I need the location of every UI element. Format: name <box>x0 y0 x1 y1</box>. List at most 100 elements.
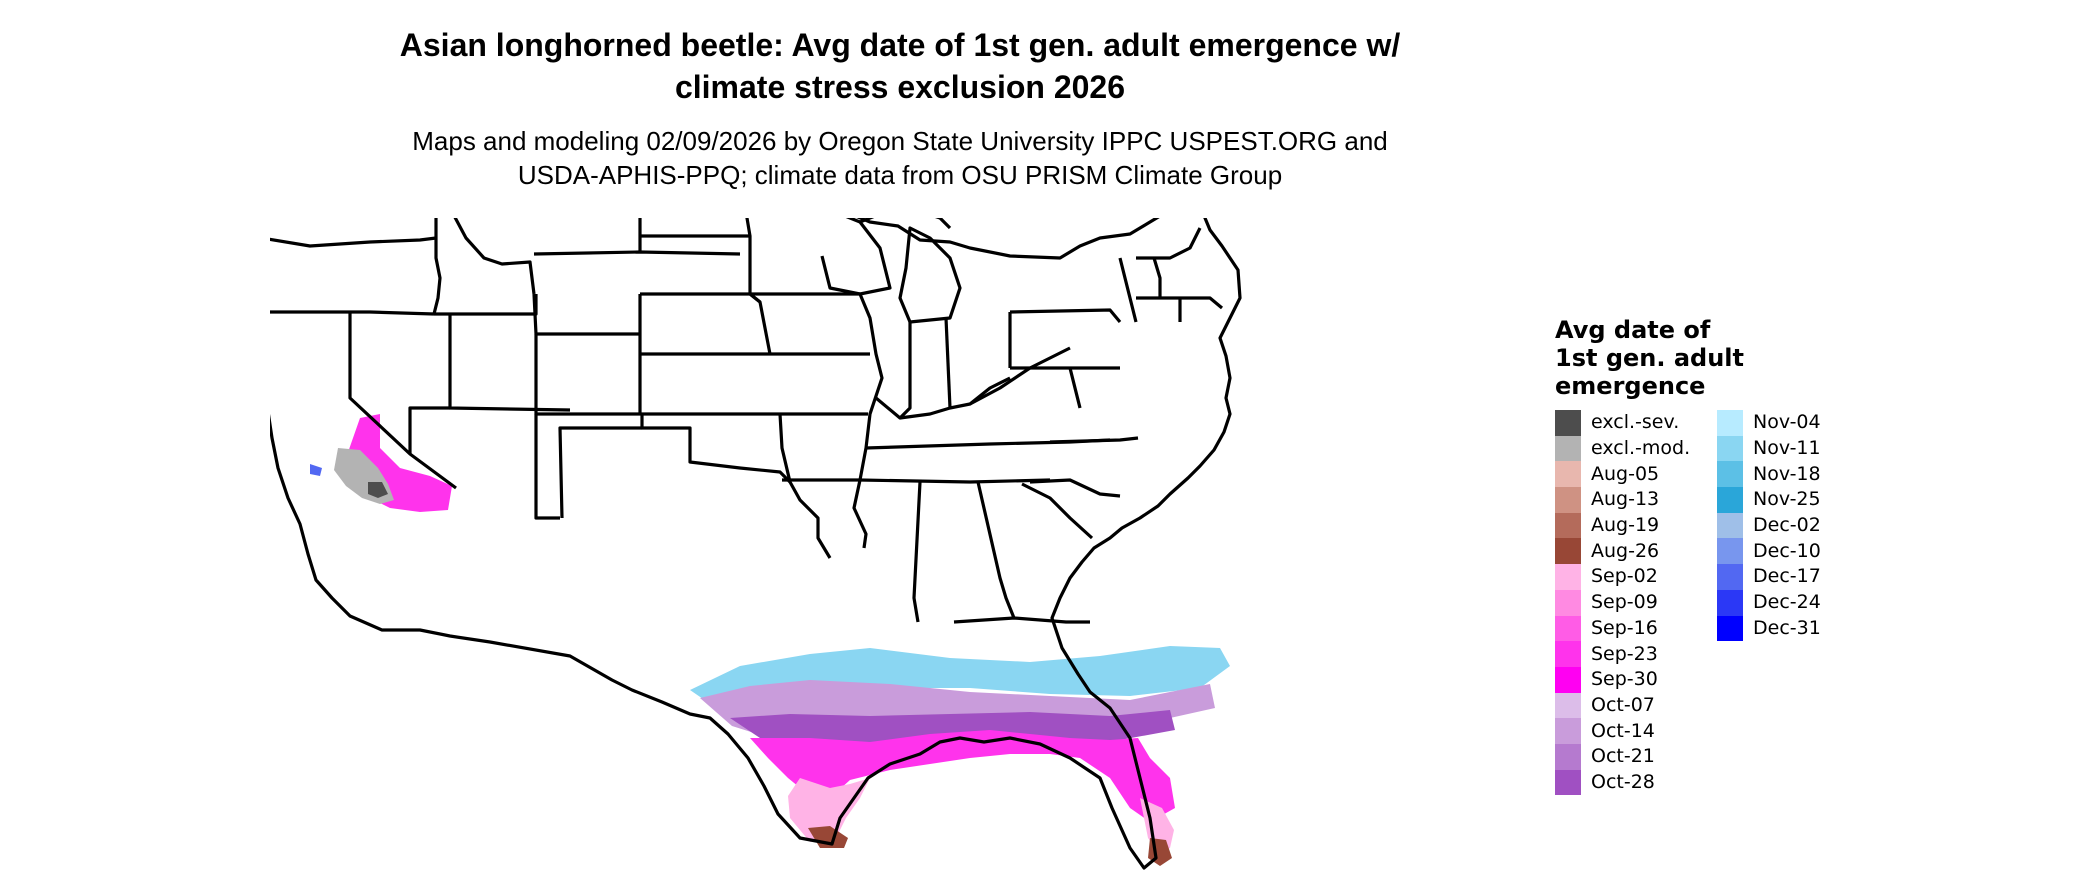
map-subtitle: Maps and modeling 02/09/2026 by Oregon S… <box>370 124 1430 192</box>
legend-label: Oct-28 <box>1591 770 1655 793</box>
border-ca-nv <box>348 312 457 490</box>
legend-item: Dec-10 <box>1717 538 1821 565</box>
shade-arizona-dark <box>368 482 388 498</box>
legend-item: Oct-14 <box>1555 718 1690 744</box>
border-ny-new-england <box>1118 257 1138 323</box>
legend-swatch <box>1717 615 1743 642</box>
legend-item: Oct-28 <box>1555 769 1690 796</box>
border-vt-nh <box>1152 257 1162 298</box>
legend-swatch <box>1555 641 1581 667</box>
legend-swatch <box>1717 461 1743 488</box>
legend-swatch <box>1717 589 1743 616</box>
border-nc-sc <box>1029 478 1121 498</box>
legend-item: Dec-31 <box>1717 615 1821 642</box>
legend-item: Nov-11 <box>1717 435 1821 462</box>
border-mississippi-river <box>820 255 884 549</box>
legend-label: Nov-11 <box>1753 437 1821 460</box>
legend-swatch <box>1555 718 1581 744</box>
border-nv-ut <box>434 294 538 316</box>
legend-label: Aug-19 <box>1591 514 1660 537</box>
border-wy-co <box>532 293 640 336</box>
michigan-upper <box>859 218 952 230</box>
subtitle-line-1: Maps and modeling 02/09/2026 by Oregon S… <box>412 126 1388 156</box>
legend-label: Sep-09 <box>1591 591 1658 614</box>
legend-item: Dec-24 <box>1717 589 1821 616</box>
legend-item: Aug-05 <box>1555 461 1690 488</box>
legend-item: Aug-19 <box>1555 512 1690 539</box>
border-or-ca <box>270 310 435 316</box>
legend-item: Nov-25 <box>1717 487 1821 513</box>
legend-label: Aug-13 <box>1591 488 1660 511</box>
legend-label: Nov-04 <box>1753 411 1821 434</box>
legend-label: Dec-10 <box>1753 539 1821 562</box>
legend-label: Nov-18 <box>1753 462 1821 485</box>
border-wi <box>845 218 892 296</box>
border-ohio-river <box>874 376 1011 420</box>
legend-item: excl.-mod. <box>1555 435 1690 462</box>
border-fl-north <box>953 616 1090 624</box>
border-az-nm <box>534 414 560 520</box>
legend-label: Dec-31 <box>1753 616 1821 639</box>
national-outline <box>270 218 1242 870</box>
border-ga-sc <box>1021 482 1094 540</box>
title-line-2: climate stress exclusion 2026 <box>674 69 1126 105</box>
legend-swatch <box>1555 769 1581 796</box>
legend-swatch <box>1717 512 1743 539</box>
legend-label: Dec-17 <box>1753 565 1821 588</box>
legend-title: Avg date of 1st gen. adult emergence <box>1555 316 1795 400</box>
legend-label: Oct-21 <box>1591 745 1655 768</box>
border-tn-south <box>859 478 1051 484</box>
legend-item: Nov-04 <box>1717 410 1821 436</box>
legend-swatch <box>1555 743 1581 770</box>
border-dakotas-mn <box>745 218 772 355</box>
legend-swatch <box>1717 538 1743 565</box>
border-ma-ct <box>1136 296 1224 310</box>
legend-label: Sep-16 <box>1591 616 1658 639</box>
legend-item: Aug-13 <box>1555 487 1690 513</box>
shade-calif-blue <box>310 464 322 476</box>
legend-swatch <box>1555 435 1581 462</box>
legend-swatch <box>1555 512 1581 539</box>
legend-label: Oct-07 <box>1591 693 1655 716</box>
legend-column-2: Nov-04 Nov-11 Nov-18 Nov-25 Dec-02 Dec-10 Dec-… <box>1717 410 1821 642</box>
state-borders <box>270 218 1242 870</box>
border-wa-or <box>270 236 437 248</box>
legend-label: Dec-02 <box>1753 514 1821 537</box>
legend-title-line-1: Avg date of <box>1555 316 1711 344</box>
legend-item: Oct-07 <box>1555 692 1690 719</box>
legend-item: Sep-09 <box>1555 589 1690 616</box>
us-map <box>270 218 1242 870</box>
border-new-england <box>1136 227 1202 260</box>
legend-swatch <box>1555 564 1581 590</box>
border-ok-east <box>778 413 832 559</box>
border-co-nm <box>534 334 642 416</box>
border-ms-al <box>912 481 922 623</box>
legend-swatch <box>1555 666 1581 693</box>
map-title: Asian longhorned beetle: Avg date of 1st… <box>370 24 1430 108</box>
legend-column-1: excl.-sev. excl.-mod. Aug-05 Aug-13 Aug-19 Au… <box>1555 410 1690 796</box>
border-pa-ny <box>1009 308 1122 324</box>
legend-swatch <box>1717 564 1743 590</box>
emergence-shading <box>310 414 1230 866</box>
border-md-de <box>1068 367 1082 409</box>
shade-gulf-magenta <box>750 730 1175 822</box>
subtitle-line-2: USDA-APHIS-PPQ; climate data from OSU PR… <box>517 160 1283 190</box>
legend-swatch <box>1717 487 1743 513</box>
legend-label: Aug-26 <box>1591 539 1660 562</box>
legend-item: Nov-18 <box>1717 461 1821 488</box>
legend-label: Sep-23 <box>1591 642 1658 665</box>
legend-swatch <box>1717 410 1743 436</box>
border-in-oh <box>944 317 952 409</box>
legend-swatch <box>1555 589 1581 616</box>
michigan-lower <box>898 226 962 324</box>
border-sd-ne <box>640 292 761 304</box>
legend-title-line-2: 1st gen. adult <box>1555 344 1744 372</box>
border-il-in <box>898 322 912 420</box>
legend-label: Sep-02 <box>1591 565 1658 588</box>
border-va-nc <box>1049 436 1139 444</box>
legend-label: Sep-30 <box>1591 668 1658 691</box>
legend-label: Aug-05 <box>1591 462 1660 485</box>
legend-label: excl.-sev. <box>1591 411 1680 434</box>
legend-swatch <box>1555 538 1581 565</box>
legend-label: Oct-14 <box>1591 719 1655 742</box>
